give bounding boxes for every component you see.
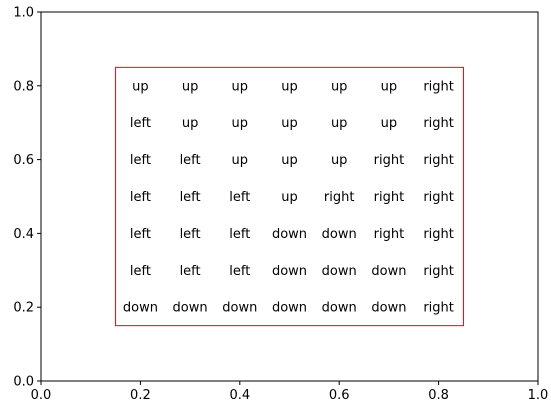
cell-label: left [180, 190, 201, 205]
x-tick-label: 0.4 [229, 388, 250, 403]
x-tick-label: 0.0 [31, 388, 52, 403]
y-tick-label: 0.4 [13, 227, 34, 242]
cell-label: right [423, 227, 454, 242]
cell-label: down [123, 301, 158, 316]
y-tick-label: 0.8 [13, 79, 34, 94]
cell-label: up [381, 116, 398, 131]
cell-label: right [423, 116, 454, 131]
cell-label: up [232, 116, 249, 131]
y-tick-label: 1.0 [13, 6, 34, 21]
cell-labels: up up up up up up right left up up up up up right left… [123, 79, 454, 315]
cell-label: down [322, 264, 357, 279]
cell-label: down [272, 264, 307, 279]
cell-label: up [281, 116, 298, 131]
cell-label: up [381, 79, 398, 94]
cell-label: right [423, 301, 454, 316]
cell-label: left [180, 264, 201, 279]
cell-label: right [423, 190, 454, 205]
x-tick-label: 0.2 [130, 388, 151, 403]
cell-label: left [180, 227, 201, 242]
x-tick-label: 0.6 [329, 388, 350, 403]
x-axis-ticks: 0.0 0.2 0.4 0.6 0.8 1.0 [31, 381, 549, 403]
cell-label: down [272, 227, 307, 242]
cell-label: down [371, 301, 406, 316]
cell-label: up [281, 190, 298, 205]
cell-label: down [272, 301, 307, 316]
x-tick-label: 1.0 [528, 388, 549, 403]
cell-label: up [331, 79, 348, 94]
y-tick-label: 0.0 [13, 375, 34, 390]
cell-label: left [130, 153, 151, 168]
cell-label: left [229, 227, 250, 242]
y-axis-ticks: 0.0 0.2 0.4 0.6 0.8 1.0 [13, 6, 41, 390]
cell-label: right [423, 79, 454, 94]
cell-label: up [132, 79, 149, 94]
cell-label: up [281, 79, 298, 94]
region-box [115, 66, 464, 327]
cell-label: up [331, 153, 348, 168]
cell-label: right [374, 227, 405, 242]
y-tick-label: 0.6 [13, 153, 34, 168]
cell-label: left [130, 227, 151, 242]
cell-label: up [281, 153, 298, 168]
cell-label: right [374, 190, 405, 205]
cell-label: down [173, 301, 208, 316]
cell-label: down [371, 264, 406, 279]
cell-label: right [423, 264, 454, 279]
cell-label: down [222, 301, 257, 316]
cell-label: left [130, 116, 151, 131]
cell-label: up [232, 153, 249, 168]
cell-label: down [322, 301, 357, 316]
cell-label: up [182, 116, 199, 131]
cell-label: down [322, 227, 357, 242]
cell-label: right [324, 190, 355, 205]
cell-label: left [180, 153, 201, 168]
x-tick-label: 0.8 [428, 388, 449, 403]
cell-label: left [130, 190, 151, 205]
cell-label: right [423, 153, 454, 168]
axes-frame [40, 11, 539, 382]
y-tick-label: 0.2 [13, 301, 34, 316]
cell-label: left [229, 190, 250, 205]
cell-label: up [331, 116, 348, 131]
cell-label: left [229, 264, 250, 279]
cell-label: right [374, 153, 405, 168]
cell-label: up [232, 79, 249, 94]
cell-label: up [182, 79, 199, 94]
cell-label: left [130, 264, 151, 279]
